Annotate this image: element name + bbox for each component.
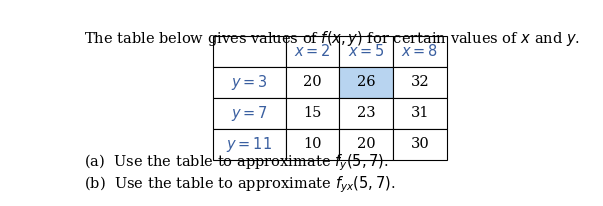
Bar <box>393 67 447 98</box>
Bar <box>213 98 286 129</box>
Bar <box>213 36 286 67</box>
Text: 30: 30 <box>411 137 429 151</box>
Text: The table below gives values of $f(x, y)$ for certain values of $x$ and $y$.: The table below gives values of $f(x, y)… <box>84 29 580 48</box>
Bar <box>339 67 393 98</box>
Text: 31: 31 <box>411 106 429 120</box>
Text: (b)  Use the table to approximate $f_{yx}(5, 7)$.: (b) Use the table to approximate $f_{yx}… <box>84 175 396 195</box>
Bar <box>393 98 447 129</box>
Bar <box>393 129 447 159</box>
Bar <box>286 129 339 159</box>
Bar <box>286 36 339 67</box>
Text: 20: 20 <box>303 75 322 89</box>
Text: $y = 11$: $y = 11$ <box>226 135 273 154</box>
Text: $x = 8$: $x = 8$ <box>402 43 438 59</box>
Text: $y = 7$: $y = 7$ <box>231 104 268 123</box>
Text: 32: 32 <box>411 75 429 89</box>
Bar <box>339 129 393 159</box>
Text: 26: 26 <box>357 75 376 89</box>
Bar <box>213 67 286 98</box>
Bar <box>339 36 393 67</box>
Text: $x = 5$: $x = 5$ <box>348 43 385 59</box>
Text: 15: 15 <box>303 106 322 120</box>
Text: 10: 10 <box>303 137 322 151</box>
Bar <box>393 36 447 67</box>
Text: 20: 20 <box>357 137 376 151</box>
Text: $x = 2$: $x = 2$ <box>294 43 331 59</box>
Text: (a)  Use the table to approximate $f_y(5, 7)$.: (a) Use the table to approximate $f_y(5,… <box>84 152 388 173</box>
Bar <box>339 98 393 129</box>
Bar <box>286 67 339 98</box>
Bar <box>213 129 286 159</box>
Bar <box>286 98 339 129</box>
Text: $y = 3$: $y = 3$ <box>231 73 268 92</box>
Text: 23: 23 <box>357 106 376 120</box>
